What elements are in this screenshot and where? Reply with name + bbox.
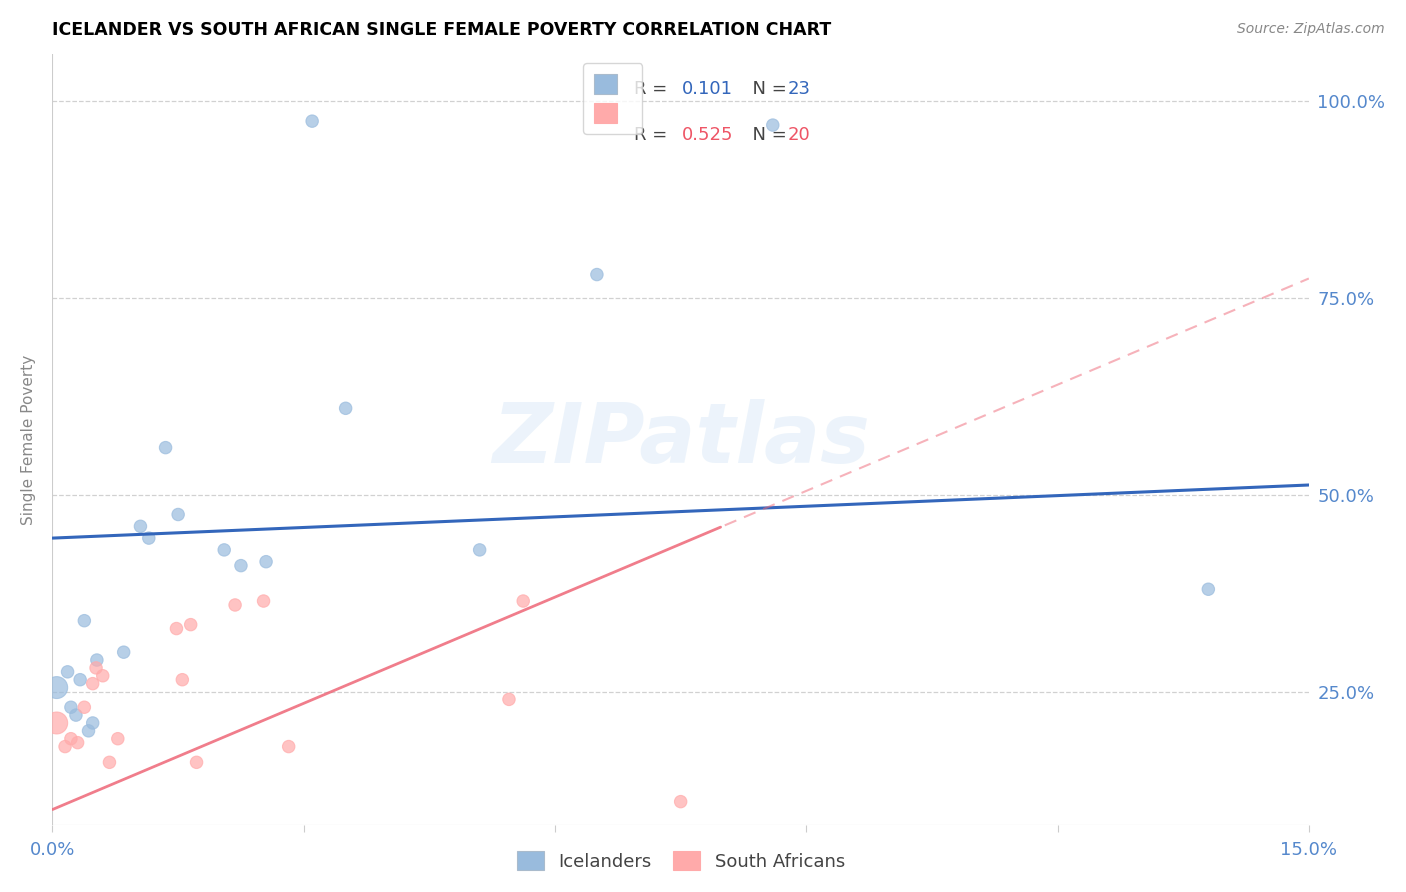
Text: R =: R = (634, 80, 673, 98)
Point (59, 731, 82, 746)
Point (66, 736, 89, 750)
Point (45, 716, 67, 731)
Point (77, 723, 100, 738)
Text: N =: N = (741, 80, 793, 98)
Text: 20: 20 (787, 127, 810, 145)
Point (512, 594, 534, 608)
Legend: Icelanders, South Africans: Icelanders, South Africans (509, 844, 852, 878)
Point (224, 598, 246, 612)
Text: 23: 23 (787, 80, 810, 98)
Point (498, 692, 520, 706)
Point (186, 756, 208, 770)
Point (669, 795, 692, 809)
Point (82, 676, 104, 690)
Point (112, 645, 135, 659)
Text: ICELANDER VS SOUTH AFRICAN SINGLE FEMALE POVERTY CORRELATION CHART: ICELANDER VS SOUTH AFRICAN SINGLE FEMALE… (52, 21, 832, 39)
Point (167, 508, 190, 522)
Point (45, 681, 67, 695)
Point (56, 665, 79, 679)
Point (468, 542, 491, 557)
Point (73, 614, 96, 628)
Point (212, 542, 235, 557)
Point (107, 731, 129, 746)
Point (82, 716, 104, 731)
Point (180, 617, 202, 632)
Point (91, 669, 114, 683)
Point (335, 401, 357, 416)
Point (129, 519, 152, 533)
Point (166, 622, 188, 636)
Text: ZIPatlas: ZIPatlas (492, 400, 869, 480)
Point (762, 118, 785, 132)
Point (53, 739, 76, 754)
Point (69, 673, 91, 687)
Point (84, 661, 107, 675)
Point (172, 673, 194, 687)
Point (1197, 582, 1219, 597)
Point (254, 555, 277, 569)
Text: 0.101: 0.101 (682, 80, 733, 98)
Point (155, 441, 177, 455)
Text: N =: N = (741, 127, 793, 145)
Point (229, 558, 252, 573)
Text: R =: R = (634, 127, 673, 145)
Point (138, 531, 160, 545)
Point (65, 708, 87, 723)
Point (73, 700, 96, 714)
Point (586, 268, 609, 282)
Point (252, 594, 274, 608)
Text: 0.525: 0.525 (682, 127, 734, 145)
Point (98, 756, 121, 770)
Point (277, 739, 299, 754)
Y-axis label: Single Female Poverty: Single Female Poverty (21, 355, 35, 524)
Point (86, 653, 108, 667)
Point (59, 700, 82, 714)
Point (301, 114, 323, 128)
Text: Source: ZipAtlas.com: Source: ZipAtlas.com (1237, 22, 1385, 37)
